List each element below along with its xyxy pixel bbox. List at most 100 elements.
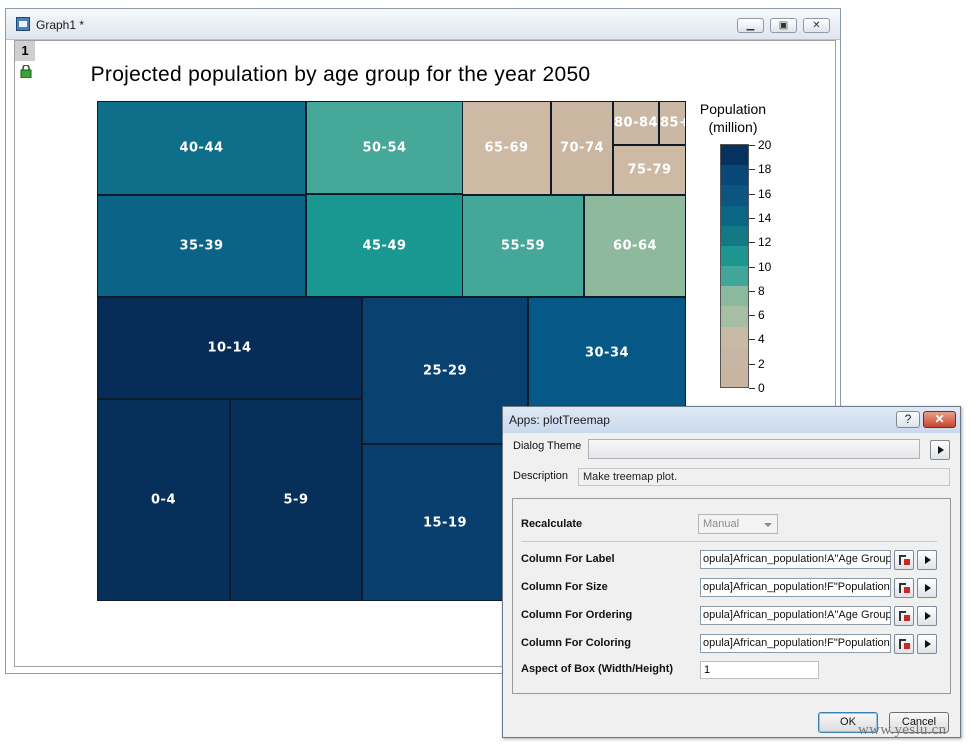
colorbar-band bbox=[721, 144, 748, 166]
treemap-cell[interactable]: 0-4 bbox=[97, 399, 230, 601]
colorbar-band bbox=[721, 225, 748, 246]
treemap-cell[interactable]: 35-39 bbox=[97, 195, 306, 297]
treemap-cell[interactable]: 40-44 bbox=[97, 101, 306, 195]
ordering-column-input[interactable]: opula]African_population!A"Age Group" bbox=[700, 606, 891, 625]
aspect-input[interactable]: 1 bbox=[700, 661, 819, 679]
coloring-column-arrow-button[interactable] bbox=[917, 634, 937, 654]
treemap-cell[interactable]: 5-9 bbox=[230, 399, 362, 601]
label-column-label: Column For Label bbox=[521, 553, 615, 565]
colorbar-band bbox=[721, 164, 748, 186]
ordering-column-picker-icon[interactable] bbox=[894, 606, 914, 626]
treemap-cell[interactable]: 55-59 bbox=[462, 195, 584, 297]
colorbar-tick-label: 18 bbox=[758, 162, 772, 177]
watermark-text: www.yeslu.cn bbox=[858, 722, 947, 738]
colorbar-tick-label: 8 bbox=[758, 283, 765, 298]
treemap-cell-label: 60-64 bbox=[612, 238, 658, 254]
colorbar-tick bbox=[749, 145, 755, 146]
colorbar-band bbox=[721, 184, 748, 206]
recalculate-select[interactable]: Manual bbox=[698, 514, 778, 534]
graph-window-titlebar[interactable]: Graph1 * ▁ ▣ ✕ bbox=[6, 9, 840, 40]
theme-arrow-button[interactable] bbox=[930, 440, 950, 460]
layer-tab[interactable]: 1 bbox=[15, 41, 35, 61]
treemap-cell-label: 35-39 bbox=[179, 238, 224, 254]
description-field: Make treemap plot. bbox=[578, 468, 950, 486]
treemap-cell[interactable]: 60-64 bbox=[584, 195, 686, 297]
colorbar-tick bbox=[749, 290, 755, 292]
treemap-cell-label: 15-19 bbox=[422, 515, 468, 530]
minimize-button[interactable]: ▁ bbox=[737, 18, 764, 33]
dialog-close-button[interactable]: ✕ bbox=[923, 411, 956, 428]
colorbar-band bbox=[721, 346, 748, 367]
dialog-theme-field[interactable] bbox=[588, 439, 920, 459]
description-label: Description bbox=[513, 470, 569, 482]
colorbar-tick bbox=[749, 315, 755, 317]
treemap-cell[interactable]: 50-54 bbox=[306, 101, 463, 194]
dialog-titlebar[interactable]: Apps: plotTreemap ? ✕ bbox=[503, 407, 960, 433]
help-button[interactable]: ? bbox=[896, 411, 920, 428]
coloring-column-input[interactable]: opula]African_population!F"Population"( bbox=[700, 634, 891, 653]
colorbar-band bbox=[721, 285, 748, 307]
treemap-cell[interactable]: 75-79 bbox=[613, 145, 686, 195]
colorbar-band bbox=[721, 265, 748, 287]
size-column-picker-icon[interactable] bbox=[894, 578, 914, 598]
colorbar-tick bbox=[749, 193, 755, 195]
treemap-cell[interactable]: 25-29 bbox=[362, 297, 528, 444]
treemap-cell[interactable]: 10-14 bbox=[97, 297, 362, 399]
treemap-cell[interactable]: 65-69 bbox=[462, 101, 551, 195]
colorbar-tick-label: 0 bbox=[758, 381, 765, 395]
treemap-cell-label: 5-9 bbox=[283, 492, 309, 508]
colorbar-tick-label: 4 bbox=[758, 332, 765, 347]
coloring-column-picker-icon[interactable] bbox=[894, 634, 914, 654]
treemap-cell[interactable]: 30-34 bbox=[528, 297, 686, 409]
treemap-cell[interactable]: 45-49 bbox=[306, 194, 463, 297]
colorbar-band bbox=[721, 205, 748, 226]
colorbar-tick-label: 14 bbox=[758, 210, 772, 225]
colorbar-tick bbox=[749, 217, 755, 219]
colorbar-tick bbox=[749, 169, 755, 171]
size-column-input[interactable]: opula]African_population!F"Population" bbox=[700, 578, 891, 597]
colorbar-tick-label: 20 bbox=[758, 138, 772, 152]
restore-button[interactable]: ▣ bbox=[770, 18, 797, 33]
plot-treemap-dialog: Apps: plotTreemap ? ✕ bbox=[502, 406, 961, 738]
treemap-cell-label: 75-79 bbox=[627, 162, 672, 178]
colorbar-band bbox=[721, 326, 748, 347]
treemap-cell[interactable]: 85+ bbox=[659, 101, 686, 145]
treemap-cell[interactable]: 15-19 bbox=[362, 444, 528, 601]
colorbar-tick-label: 6 bbox=[758, 308, 765, 323]
aspect-label: Aspect of Box (Width/Height) bbox=[521, 663, 674, 675]
colorbar-band bbox=[721, 245, 748, 266]
treemap-cell[interactable]: 70-74 bbox=[551, 101, 613, 195]
label-column-arrow-button[interactable] bbox=[917, 550, 937, 570]
treemap-cell-label: 40-44 bbox=[179, 140, 224, 156]
colorbar-tick bbox=[749, 339, 755, 341]
recalculate-label: Recalculate bbox=[521, 518, 583, 530]
graph-window-title: Graph1 * bbox=[36, 18, 85, 32]
treemap-cell-label: 30-34 bbox=[584, 345, 630, 361]
colorbar-tick bbox=[749, 388, 755, 389]
coloring-column-label: Column For Coloring bbox=[521, 637, 631, 649]
label-column-picker-icon[interactable] bbox=[894, 550, 914, 570]
ok-button[interactable]: OK bbox=[818, 712, 878, 733]
treemap-cell[interactable]: 80-84 bbox=[613, 101, 659, 145]
dialog-theme-label: Dialog Theme bbox=[513, 440, 582, 452]
lock-icon[interactable] bbox=[20, 65, 32, 78]
colorbar[interactable] bbox=[720, 144, 749, 388]
size-column-arrow-button[interactable] bbox=[917, 578, 937, 598]
size-column-label: Column For Size bbox=[521, 581, 608, 593]
cancel-button[interactable]: Cancel bbox=[889, 712, 949, 733]
colorbar-title: Population (million) bbox=[690, 100, 776, 136]
ordering-column-arrow-button[interactable] bbox=[917, 606, 937, 626]
close-window-button[interactable]: ✕ bbox=[803, 18, 830, 33]
colorbar-title-line2: (million) bbox=[708, 119, 758, 135]
colorbar-tick-label: 2 bbox=[758, 356, 765, 371]
settings-group bbox=[512, 498, 951, 694]
treemap-cell-label: 25-29 bbox=[422, 363, 468, 378]
treemap-cell-label: 50-54 bbox=[362, 140, 407, 155]
chart-title: Projected population by age group for th… bbox=[90, 63, 591, 86]
colorbar-tick bbox=[749, 242, 755, 244]
label-column-input[interactable]: opula]African_population!A"Age Group" bbox=[700, 550, 891, 569]
treemap-cell-label: 65-69 bbox=[484, 140, 529, 156]
recalculate-value: Manual bbox=[703, 518, 740, 530]
ordering-column-label: Column For Ordering bbox=[521, 609, 633, 621]
